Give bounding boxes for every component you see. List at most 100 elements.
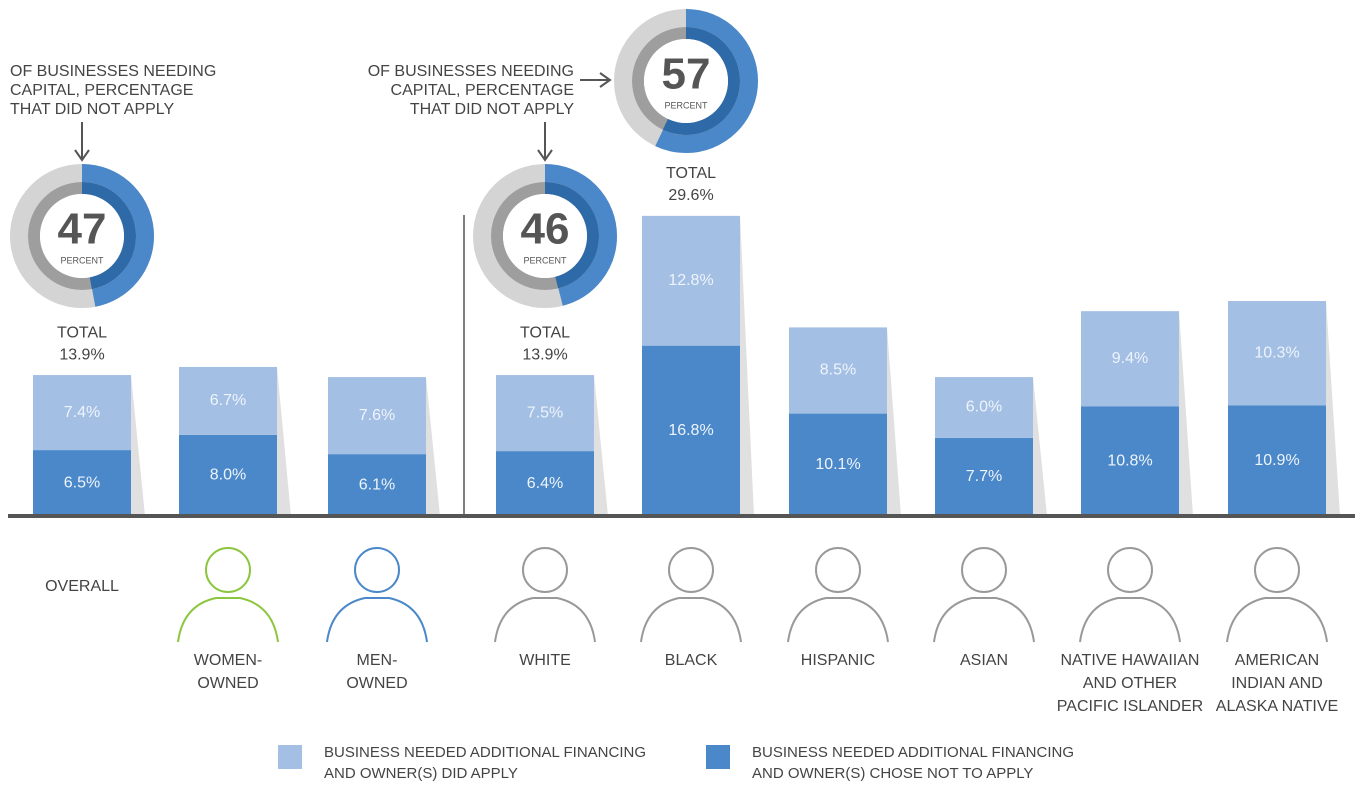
value-label: 12.8% bbox=[668, 272, 713, 289]
bar-segment bbox=[328, 377, 426, 455]
value-label: 10.1% bbox=[815, 456, 860, 473]
bar-shadow bbox=[426, 377, 440, 516]
category-label: AMERICAN bbox=[1235, 652, 1319, 669]
category-label: INDIAN AND bbox=[1231, 675, 1323, 692]
donut-value: 57 bbox=[662, 50, 711, 99]
bar-shadow bbox=[740, 215, 754, 516]
category-label: WHITE bbox=[519, 652, 571, 669]
bar-segment bbox=[789, 327, 887, 414]
person-head bbox=[1254, 547, 1300, 593]
bar-shadow bbox=[1326, 301, 1340, 516]
legend-label: BUSINESS NEEDED ADDITIONAL FINANCING bbox=[752, 744, 1074, 761]
callout: THAT DID NOT APPLY bbox=[410, 101, 575, 118]
value-label: 6.1% bbox=[359, 476, 395, 493]
bar-segment bbox=[1081, 311, 1179, 407]
category-label: ASIAN bbox=[960, 652, 1008, 669]
bar-segment bbox=[642, 215, 740, 346]
bar-segment bbox=[642, 345, 740, 516]
value-label: 6.5% bbox=[64, 474, 100, 491]
bar-shadow bbox=[277, 366, 291, 516]
value-label: 8.0% bbox=[210, 467, 246, 484]
value-label: 7.5% bbox=[527, 404, 563, 421]
value-label: 8.5% bbox=[820, 362, 856, 379]
callout: OF BUSINESSES NEEDING bbox=[10, 63, 216, 80]
value-label: 6.4% bbox=[527, 475, 563, 492]
person-body bbox=[933, 597, 1035, 643]
bar-segment bbox=[179, 434, 277, 516]
person-head bbox=[354, 547, 400, 593]
person-head bbox=[961, 547, 1007, 593]
person-body bbox=[494, 597, 596, 643]
category-label: PACIFIC ISLANDER bbox=[1057, 698, 1203, 715]
legend-swatch bbox=[278, 745, 302, 769]
bar-shadow bbox=[887, 327, 901, 516]
person-head bbox=[668, 547, 714, 593]
donut-unit: PERCENT bbox=[664, 100, 708, 110]
category-label: OWNED bbox=[197, 675, 258, 692]
person-head bbox=[815, 547, 861, 593]
bar-segment bbox=[935, 377, 1033, 438]
person-head bbox=[1107, 547, 1153, 593]
value-label: 7.4% bbox=[64, 404, 100, 421]
callout: CAPITAL, PERCENTAGE bbox=[10, 82, 193, 99]
value-label: 7.6% bbox=[359, 407, 395, 424]
person-body bbox=[1079, 597, 1181, 643]
person-body bbox=[177, 597, 279, 643]
donut-unit: PERCENT bbox=[60, 255, 104, 265]
callout: CAPITAL, PERCENTAGE bbox=[391, 82, 574, 99]
category-label: OVERALL bbox=[45, 578, 119, 595]
value-label: 10.9% bbox=[1254, 452, 1299, 469]
person-body bbox=[326, 597, 428, 643]
total-title: TOTAL bbox=[666, 165, 716, 182]
bar-segment bbox=[496, 451, 594, 516]
value-label: 9.4% bbox=[1112, 350, 1148, 367]
donut-value: 47 bbox=[58, 205, 107, 254]
donut-center bbox=[644, 39, 728, 123]
donut-arc bbox=[614, 9, 758, 153]
bar-shadow bbox=[131, 375, 145, 516]
total-label: 29.6% bbox=[668, 187, 713, 204]
category-label: NATIVE HAWAIIAN bbox=[1061, 652, 1200, 669]
bar-segment bbox=[1228, 405, 1326, 516]
category-label: BLACK bbox=[665, 652, 718, 669]
donut-arc bbox=[473, 164, 617, 308]
callout: OF BUSINESSES NEEDING bbox=[368, 63, 574, 80]
donut-center bbox=[40, 194, 124, 278]
bar-segment bbox=[935, 437, 1033, 516]
category-label: HISPANIC bbox=[801, 652, 875, 669]
arrow-head bbox=[599, 72, 612, 88]
donut-value: 46 bbox=[521, 205, 570, 254]
legend-label: AND OWNER(S) CHOSE NOT TO APPLY bbox=[752, 765, 1033, 782]
bar-shadow bbox=[1033, 377, 1047, 516]
donut-center bbox=[503, 194, 587, 278]
category-label: OWNED bbox=[346, 675, 407, 692]
value-label: 16.8% bbox=[668, 422, 713, 439]
bar-shadow bbox=[594, 375, 608, 516]
total-title: TOTAL bbox=[520, 324, 570, 341]
person-body bbox=[640, 597, 742, 643]
value-label: 6.0% bbox=[966, 399, 1002, 416]
bar-segment bbox=[179, 366, 277, 435]
total-label: 13.9% bbox=[59, 346, 104, 363]
category-label: AND OTHER bbox=[1083, 675, 1177, 692]
bar-segment bbox=[1228, 301, 1326, 406]
callout: THAT DID NOT APPLY bbox=[10, 101, 175, 118]
person-body bbox=[787, 597, 889, 643]
bar-segment bbox=[33, 450, 131, 516]
category-label: ALASKA NATIVE bbox=[1216, 698, 1338, 715]
donut-unit: PERCENT bbox=[523, 255, 567, 265]
bar-segment bbox=[496, 375, 594, 452]
bar-segment bbox=[328, 454, 426, 516]
category-label: WOMEN- bbox=[194, 652, 262, 669]
value-label: 7.7% bbox=[966, 468, 1002, 485]
total-label: 13.9% bbox=[522, 346, 567, 363]
value-label: 10.8% bbox=[1107, 452, 1152, 469]
legend-label: AND OWNER(S) DID APPLY bbox=[324, 765, 518, 782]
donut-inner-arc bbox=[28, 182, 136, 290]
donut-inner-arc bbox=[491, 182, 599, 290]
arrow-head bbox=[74, 149, 90, 162]
donut-arc bbox=[10, 164, 154, 308]
value-label: 10.3% bbox=[1254, 344, 1299, 361]
total-title: TOTAL bbox=[57, 324, 107, 341]
